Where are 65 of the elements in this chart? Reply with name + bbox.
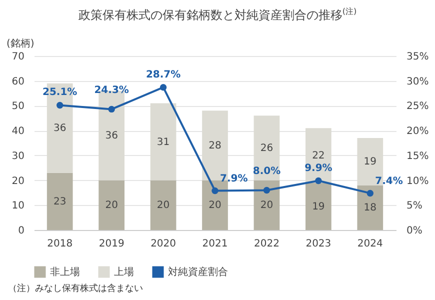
y-tick-label: 50 (12, 101, 24, 112)
bar (202, 180, 228, 230)
y2-tick-label: 25% (406, 101, 429, 112)
chart-title: 政策保有株式の保有銘柄数と対純資産割合の推移$^{(注)}$ (77, 6, 358, 24)
data-label: 7.4% (375, 176, 403, 188)
x-tick-label: 2022 (254, 238, 280, 250)
y2-tick-label: 35% (406, 52, 429, 62)
data-label: 7.9% (220, 174, 248, 185)
data-label: 31 (156, 136, 170, 148)
point (56, 102, 64, 109)
data-label: 28.7% (146, 69, 181, 80)
data-label: 20 (105, 200, 118, 212)
y-tick-label: 70 (12, 52, 24, 62)
data-label: 36 (105, 130, 118, 142)
data-label: 9.9% (304, 162, 332, 174)
x-tick-label: 2024 (357, 238, 383, 250)
bar (306, 182, 332, 230)
x-tick-label: 2020 (150, 238, 176, 250)
data-label: 20 (208, 200, 222, 212)
bar (46, 172, 73, 230)
data-label: 22 (312, 150, 325, 162)
y-tick-label: 0 (18, 226, 24, 236)
y2-tick-label: 5% (406, 200, 422, 212)
bar (150, 180, 176, 230)
y-tick-label: 10 (12, 200, 24, 212)
data-label: 19 (364, 156, 377, 168)
x-tick-label: 2021 (202, 238, 228, 250)
data-label: 28 (208, 140, 222, 152)
y2-tick-label: 0% (406, 226, 422, 236)
data-label: 23 (53, 196, 66, 208)
point (263, 186, 270, 194)
y2-tick-label: 30% (406, 76, 429, 88)
y-tick-label: 40 (12, 126, 24, 138)
point (315, 177, 322, 184)
data-label: 19 (312, 201, 325, 212)
data-label: 36 (53, 123, 66, 134)
data-label: 8.0% (252, 166, 281, 178)
data-label: 18 (364, 202, 377, 214)
bar (150, 103, 176, 180)
y-tick-label: 20 (12, 176, 24, 187)
point (212, 187, 218, 194)
y-axis-title: (銘柄) (6, 38, 34, 50)
x-tick-label: 2019 (98, 238, 124, 250)
legend-label: 対純資産割合 (168, 266, 228, 278)
data-label: 25.1% (42, 87, 78, 98)
bar (98, 180, 124, 230)
bar (357, 185, 384, 230)
data-label: 20 (260, 200, 274, 212)
legend-label: 上場 (114, 266, 134, 278)
data-label: 24.3% (94, 85, 129, 96)
y2-tick-label: 15% (406, 150, 429, 162)
data-label: 20 (156, 200, 170, 212)
bar (254, 180, 280, 230)
x-tick-label: 2018 (47, 238, 73, 250)
legend-label: 非上場 (50, 266, 80, 278)
point (160, 84, 167, 91)
y-tick-label: 30 (12, 150, 24, 162)
y2-tick-label: 20% (406, 126, 429, 138)
y2-tick-label: 10% (406, 176, 429, 187)
x-tick-label: 2023 (306, 238, 332, 250)
text: （注）みなし保有株式は含まない (7, 282, 144, 296)
point (366, 190, 374, 197)
y-tick-label: 60 (12, 76, 24, 88)
point (108, 106, 115, 113)
data-label: 26 (260, 142, 274, 154)
